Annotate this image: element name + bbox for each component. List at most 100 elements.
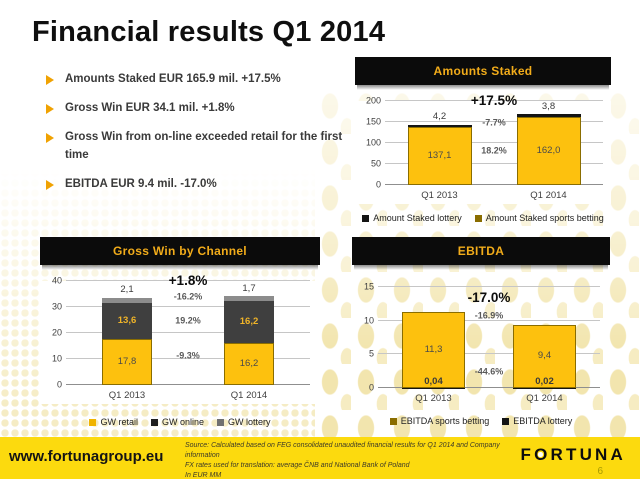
change-annotation: -16.2% xyxy=(173,291,203,302)
bar-stack: 17,8 13,6 xyxy=(102,297,152,385)
value-label: 11,3 xyxy=(424,343,443,355)
fortuna-logo-text: FORTUNA xyxy=(520,445,626,464)
big-change-label: -17.0% xyxy=(467,290,511,305)
change-annotation: -16.9% xyxy=(474,310,504,321)
bullet-item: Gross Win EUR 34.1 mil. +1.8% xyxy=(46,99,368,117)
bullet-item: Gross Win from on-line exceeded retail f… xyxy=(46,128,368,164)
page-title: Financial results Q1 2014 xyxy=(32,16,386,48)
legend-swatch xyxy=(217,418,225,426)
chart-legend: EBITDA sports betting EBITDA lottery xyxy=(352,416,610,426)
x-axis-label: Q1 2014 xyxy=(526,393,563,404)
bar-segment: 137,1 xyxy=(407,127,472,185)
big-change-label: +17.5% xyxy=(470,93,518,108)
source-line: FX rates used for translation: average Č… xyxy=(185,462,410,469)
legend-label: GW online xyxy=(161,417,205,427)
legend-label: EBITDA lottery xyxy=(513,416,573,426)
bar-segment xyxy=(516,114,581,117)
legend-label: EBITDA sports betting xyxy=(400,416,490,426)
value-label-bottom: 0,02 xyxy=(535,375,554,387)
big-change-label: +1.8% xyxy=(168,273,208,288)
legend-label: Amount Staked lottery xyxy=(373,213,462,223)
bullet-item: Amounts Staked EUR 165.9 mil. +17.5% xyxy=(46,70,368,88)
bar-segment: 16,2 xyxy=(224,342,274,385)
legend-swatch xyxy=(389,417,397,425)
chart-plot-area: 15 10 5 0 -17.0% 11,3 0,04 9,4 0,02 -16.9% -44.6% … xyxy=(352,282,610,407)
x-axis-label: Q1 2013 xyxy=(421,190,458,201)
y-tick-label: 10 xyxy=(51,353,62,364)
bullet-marker-icon xyxy=(46,75,54,85)
fortuna-logo: FORTUNA xyxy=(521,445,627,465)
legend-item: GW retail xyxy=(89,417,138,427)
value-label-bottom: 0,04 xyxy=(424,375,443,387)
footer-bar: www.fortunagroup.eu Source: Calculated b… xyxy=(0,437,640,479)
chart-plot-area: 40 30 20 10 0 +1.8% 17,8 13,6 2,1 16,2 16,2 1,7 -16.… xyxy=(40,273,320,404)
y-tick-label: 15 xyxy=(363,281,374,292)
legend-item: EBITDA lottery xyxy=(502,416,572,426)
bullet-text: Gross Win from on-line exceeded retail f… xyxy=(65,131,343,161)
page-number: 6 xyxy=(597,466,603,477)
bar-segment: 17,8 xyxy=(102,338,152,385)
change-annotation: -44.6% xyxy=(474,366,504,377)
plot: 200 150 100 50 0 +17.5% 137,1 4,2 162,0 3,8 -7.7% 1… xyxy=(366,93,603,189)
x-axis-labels: Q1 2013 Q1 2014 xyxy=(378,393,600,404)
source-line: In EUR MM xyxy=(185,472,222,479)
y-tick-label: 50 xyxy=(370,158,381,169)
y-tick-label: 0 xyxy=(56,379,62,390)
bullet-item: EBITDA EUR 9.4 mil. -17.0% xyxy=(46,175,368,193)
legend-item: EBITDA sports betting xyxy=(389,416,490,426)
bullet-text: Amounts Staked EUR 165.9 mil. +17.5% xyxy=(65,73,281,85)
legend-swatch xyxy=(150,418,158,426)
x-axis-label: Q1 2013 xyxy=(415,393,452,404)
bar-slot: 162,0 3,8 xyxy=(494,101,603,185)
legend-swatch xyxy=(502,417,510,425)
chart-ebitda: EBITDA 15 10 5 0 -17.0% 11,3 0,04 9,4 0,02 -16.9%… xyxy=(352,237,610,426)
change-annotation: -7.7% xyxy=(482,117,506,128)
legend-swatch xyxy=(474,214,482,222)
y-tick-label: 30 xyxy=(51,301,62,312)
plot: 15 10 5 0 -17.0% 11,3 0,04 9,4 0,02 -16.9% -44.6% xyxy=(364,282,600,392)
x-axis-labels: Q1 2013 Q1 2014 xyxy=(385,190,603,201)
change-annotation: 19.2% xyxy=(175,315,201,326)
y-tick-label: 0 xyxy=(368,382,374,393)
bullet-marker-icon xyxy=(46,104,54,114)
y-tick-label: 200 xyxy=(365,95,381,106)
x-axis-label: Q1 2014 xyxy=(530,190,567,201)
chart-title-text: EBITDA xyxy=(457,244,505,258)
legend-swatch xyxy=(362,214,370,222)
chart-legend: GW retail GW online GW lottery xyxy=(40,417,320,427)
y-tick-label: 5 xyxy=(368,348,374,359)
chart-plot-area: 200 150 100 50 0 +17.5% 137,1 4,2 162,0 3,8 -7.7% 1… xyxy=(355,93,611,204)
bullet-text: Gross Win EUR 34.1 mil. +1.8% xyxy=(65,102,235,114)
x-axis-labels: Q1 2013 Q1 2014 xyxy=(66,390,310,401)
chart-title: Amounts Staked xyxy=(355,57,611,90)
legend-swatch xyxy=(89,418,97,426)
x-axis-label: Q1 2014 xyxy=(230,390,268,401)
change-annotation: 18.2% xyxy=(481,145,507,156)
chart-title: EBITDA xyxy=(352,237,610,270)
legend-item: Amount Staked lottery xyxy=(362,213,462,223)
bars-container: 137,1 4,2 162,0 3,8 xyxy=(385,101,603,185)
plot: 40 30 20 10 0 +1.8% 17,8 13,6 2,1 16,2 16,2 1,7 -16.… xyxy=(52,273,310,389)
chart-gross-win-by-channel: Gross Win by Channel 40 30 20 10 0 +1.8% 17,8 1… xyxy=(40,237,320,427)
bullet-marker-icon xyxy=(46,133,54,143)
y-tick-label: 150 xyxy=(365,116,381,127)
legend-label: GW lottery xyxy=(228,417,271,427)
bar-stack: 16,2 16,2 xyxy=(224,296,274,385)
source-line: Source: Calculated based on FEG consolid… xyxy=(185,442,500,459)
source-note: Source: Calculated based on FEG consolid… xyxy=(185,441,515,479)
logo-dot-icon xyxy=(538,452,543,457)
change-annotation: -9.3% xyxy=(176,350,200,361)
chart-title-text: Amounts Staked xyxy=(433,64,533,78)
legend-item: GW online xyxy=(150,417,205,427)
bullet-text: EBITDA EUR 9.4 mil. -17.0% xyxy=(65,178,217,190)
legend-label: GW retail xyxy=(100,417,138,427)
legend-item: Amount Staked sports betting xyxy=(474,213,604,223)
y-tick-label: 40 xyxy=(51,275,62,286)
value-label: 9,4 xyxy=(537,350,552,362)
chart-title-text: Gross Win by Channel xyxy=(113,244,247,258)
chart-title: Gross Win by Channel xyxy=(40,237,320,270)
y-tick-label: 10 xyxy=(363,315,374,326)
y-tick-label: 0 xyxy=(375,179,381,190)
bullet-marker-icon xyxy=(46,180,54,190)
x-axis-label: Q1 2013 xyxy=(108,390,146,401)
